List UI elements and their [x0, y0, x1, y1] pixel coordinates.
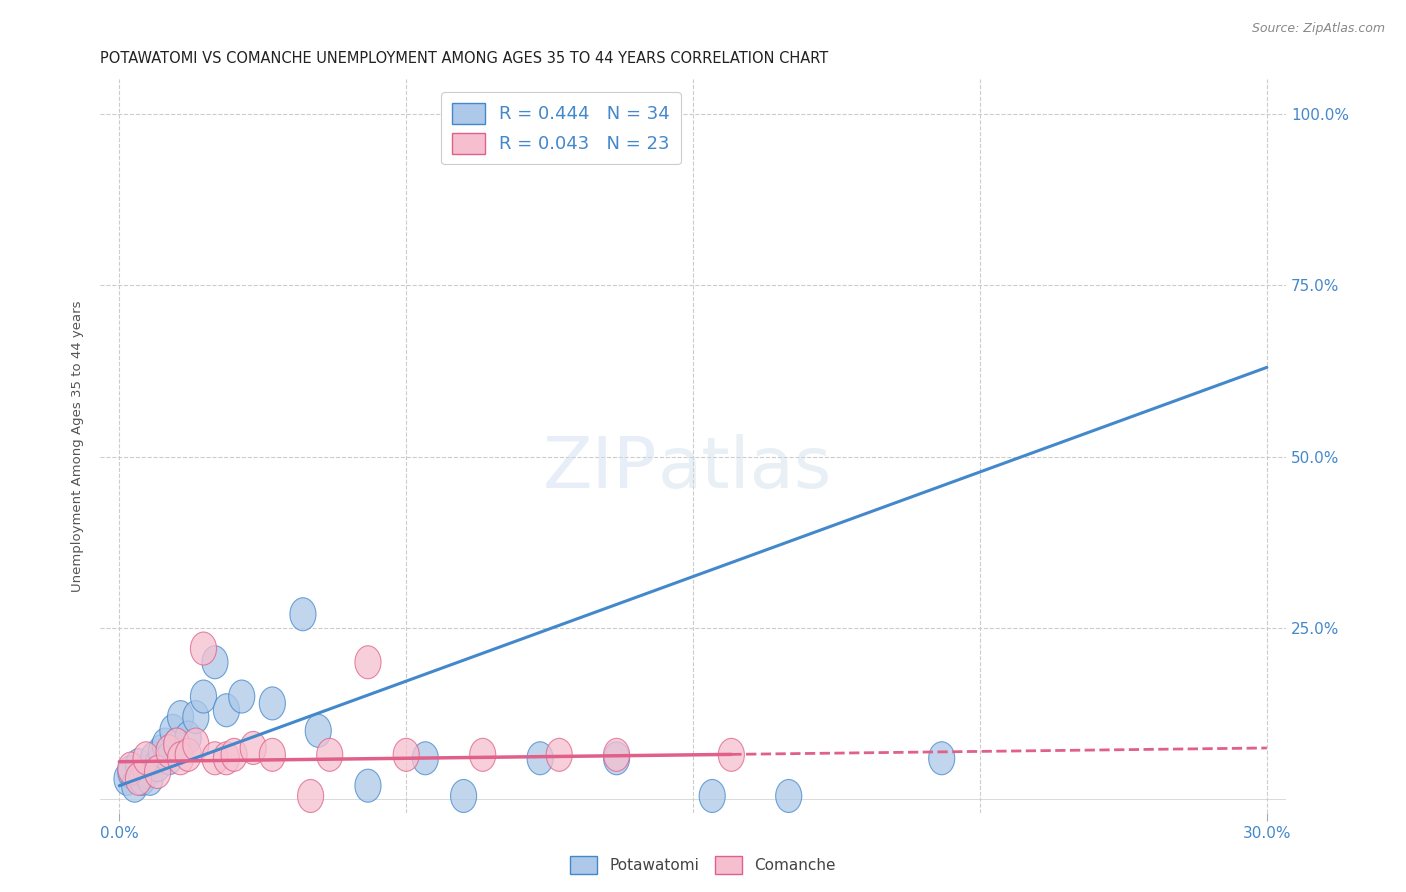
- Ellipse shape: [229, 680, 254, 713]
- Ellipse shape: [134, 756, 159, 789]
- Legend: R = 0.444   N = 34, R = 0.043   N = 23: R = 0.444 N = 34, R = 0.043 N = 23: [441, 92, 681, 164]
- Ellipse shape: [718, 739, 744, 772]
- Legend: Potawatomi, Comanche: Potawatomi, Comanche: [564, 850, 842, 880]
- Ellipse shape: [136, 763, 163, 796]
- Ellipse shape: [156, 735, 183, 768]
- Ellipse shape: [202, 742, 228, 775]
- Text: Source: ZipAtlas.com: Source: ZipAtlas.com: [1251, 22, 1385, 36]
- Ellipse shape: [214, 694, 239, 727]
- Ellipse shape: [470, 739, 496, 772]
- Ellipse shape: [125, 748, 152, 781]
- Ellipse shape: [450, 780, 477, 813]
- Ellipse shape: [394, 739, 419, 772]
- Y-axis label: Unemployment Among Ages 35 to 44 years: Unemployment Among Ages 35 to 44 years: [72, 301, 84, 592]
- Ellipse shape: [141, 742, 167, 775]
- Ellipse shape: [354, 646, 381, 679]
- Ellipse shape: [603, 739, 630, 772]
- Ellipse shape: [190, 680, 217, 713]
- Ellipse shape: [167, 700, 194, 733]
- Ellipse shape: [156, 742, 183, 775]
- Ellipse shape: [305, 714, 332, 747]
- Ellipse shape: [167, 742, 194, 775]
- Ellipse shape: [121, 769, 148, 802]
- Ellipse shape: [163, 728, 190, 761]
- Text: POTAWATOMI VS COMANCHE UNEMPLOYMENT AMONG AGES 35 TO 44 YEARS CORRELATION CHART: POTAWATOMI VS COMANCHE UNEMPLOYMENT AMON…: [100, 51, 828, 66]
- Ellipse shape: [145, 756, 170, 789]
- Ellipse shape: [290, 598, 316, 631]
- Ellipse shape: [114, 763, 141, 796]
- Ellipse shape: [546, 739, 572, 772]
- Ellipse shape: [160, 714, 186, 747]
- Ellipse shape: [354, 769, 381, 802]
- Ellipse shape: [259, 739, 285, 772]
- Ellipse shape: [202, 646, 228, 679]
- Ellipse shape: [298, 780, 323, 813]
- Ellipse shape: [152, 728, 179, 761]
- Ellipse shape: [149, 735, 174, 768]
- Ellipse shape: [134, 742, 159, 775]
- Ellipse shape: [214, 742, 239, 775]
- Ellipse shape: [118, 752, 143, 785]
- Ellipse shape: [699, 780, 725, 813]
- Ellipse shape: [183, 728, 209, 761]
- Ellipse shape: [240, 731, 266, 764]
- Ellipse shape: [183, 700, 209, 733]
- Ellipse shape: [776, 780, 801, 813]
- Ellipse shape: [259, 687, 285, 720]
- Ellipse shape: [190, 632, 217, 665]
- Ellipse shape: [412, 742, 439, 775]
- Ellipse shape: [176, 739, 201, 772]
- Ellipse shape: [125, 763, 152, 796]
- Text: ZIP: ZIP: [543, 434, 658, 503]
- Ellipse shape: [527, 742, 553, 775]
- Ellipse shape: [929, 742, 955, 775]
- Ellipse shape: [603, 742, 630, 775]
- Ellipse shape: [118, 756, 143, 789]
- Ellipse shape: [316, 739, 343, 772]
- Ellipse shape: [221, 739, 247, 772]
- Ellipse shape: [129, 763, 155, 796]
- Text: atlas: atlas: [658, 434, 832, 503]
- Ellipse shape: [163, 728, 190, 761]
- Ellipse shape: [145, 748, 170, 781]
- Ellipse shape: [176, 721, 201, 755]
